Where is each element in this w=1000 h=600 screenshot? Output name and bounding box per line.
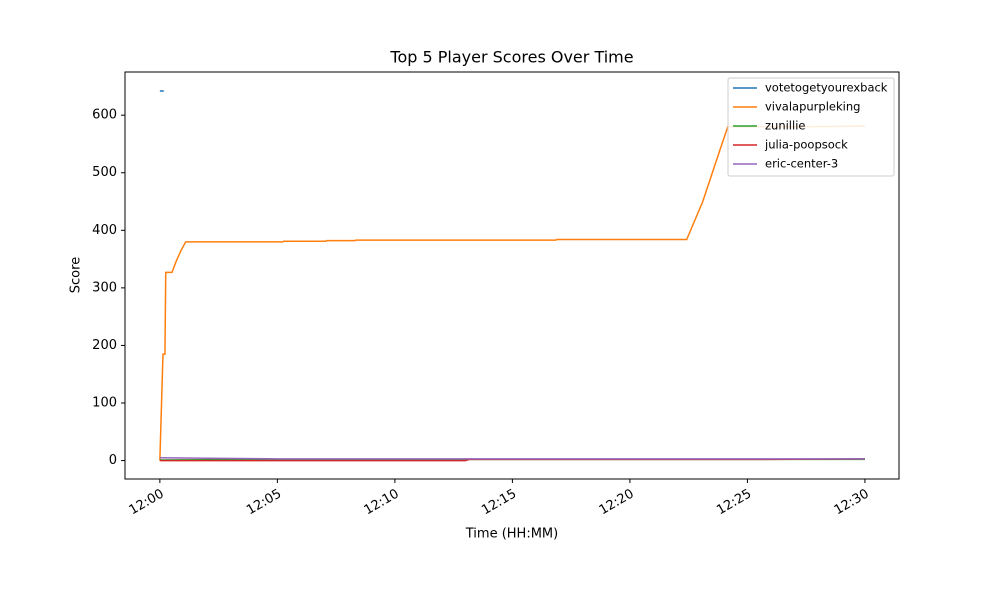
x-tick-label: 12:15 [479,487,519,519]
y-tick-label: 500 [92,165,117,180]
legend-label: julia-poopsock [764,138,848,152]
legend-box [727,77,895,177]
y-tick-label: 100 [92,396,117,411]
x-tick-label: 12:05 [244,487,284,519]
y-axis-label: Score [69,257,84,293]
x-tick-label: 12:25 [714,487,754,519]
x-tick-label: 12:30 [832,487,872,519]
x-tick-label: 12:20 [597,487,637,519]
y-tick-label: 200 [92,338,117,353]
y-tick-label: 300 [92,280,117,295]
y-tick-label: 600 [92,108,117,123]
series-line [159,125,865,461]
legend-label: zunillie [765,119,805,133]
y-tick-label: 400 [92,223,117,238]
y-tick-label: 0 [109,453,117,468]
series-line [159,456,865,460]
legend: votetogetyourexback vivalapurpleking zunil… [727,77,895,177]
x-axis-label: Time (HH:MM) [465,527,558,542]
legend-label: eric-center-3 [765,157,838,171]
legend-label: votetogetyourexback [765,81,888,95]
legend-label: vivalapurpleking [765,100,860,114]
x-tick-label: 12:10 [362,487,402,519]
x-tick-label: 12:00 [127,487,167,519]
chart-title: Top 5 Player Scores Over Time [389,48,633,67]
